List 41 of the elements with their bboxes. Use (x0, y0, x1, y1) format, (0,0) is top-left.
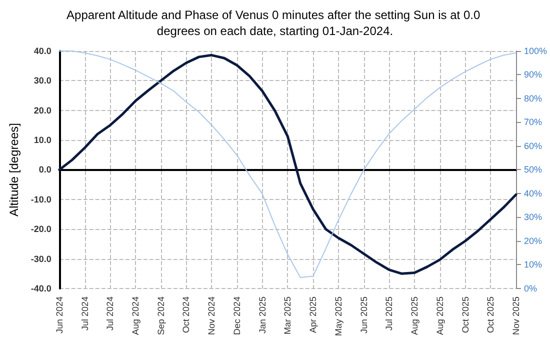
chart-title: Apparent Altitude and Phase of Venus 0 minutes after the setting Sun is at 0.0 degrees on each date, starting 01-Jan-2024. (66, 8, 484, 38)
y2-tick-label: 10% (524, 260, 542, 270)
y2-tick-label: 50% (524, 164, 542, 175)
x-tick-label: May 2025 (333, 296, 344, 336)
x-tick-label: Jul 2025 (384, 296, 394, 331)
x-tick-label: Nov 2024 (206, 296, 217, 336)
y2-tick-label: 90% (524, 70, 542, 80)
x-tick-label: Jul 2024 (105, 296, 116, 331)
y-tick-label: 20.0 (34, 105, 52, 116)
x-tick-label: Dec 2024 (232, 296, 242, 336)
x-tick-label: Oct 2025 (486, 296, 496, 334)
y-tick-label: 40.0 (34, 46, 52, 56)
y-tick-label: -10.0 (30, 194, 52, 204)
x-tick-label: Mar 2025 (282, 296, 293, 335)
x-tick-label: Oct 2025 (460, 296, 470, 334)
y-tick-label: 0.0 (38, 164, 52, 175)
x-tick-label: Sep 2024 (156, 296, 166, 336)
x-tick-label: Nov 2025 (510, 296, 521, 336)
x-tick-label: Aug 2025 (410, 296, 420, 336)
x-tick-label: Jun 2024 (54, 296, 64, 334)
y-tick-label: -20.0 (30, 224, 52, 234)
y-tick-label: 30.0 (34, 76, 52, 86)
y2-tick-label: 70% (524, 117, 542, 128)
x-tick-label: Aug 2025 (434, 296, 445, 336)
y2-tick-label: 30% (524, 212, 542, 222)
y-tick-label: -30.0 (30, 254, 52, 264)
y-tick-label: 10.0 (34, 135, 52, 146)
y-axis-title: Altitude [degrees] (7, 123, 21, 216)
x-tick-label: Jun 2025 (358, 296, 369, 334)
y2-tick-label: 40% (524, 188, 542, 198)
y2-tick-label: 20% (524, 236, 542, 246)
x-tick-label: Apr 2025 (308, 296, 318, 334)
y2-tick-label: 80% (524, 93, 542, 104)
x-tick-label: Jan 2025 (257, 296, 268, 334)
x-tick-label: Jul 2024 (80, 296, 90, 331)
y-tick-label: -40.0 (30, 283, 52, 294)
x-tick-label: Oct 2024 (181, 296, 192, 334)
y2-tick-label: 100% (524, 46, 548, 56)
x-tick-label: Aug 2024 (130, 296, 141, 336)
y2-tick-label: 0% (524, 283, 537, 294)
y2-tick-label: 60% (524, 140, 542, 151)
